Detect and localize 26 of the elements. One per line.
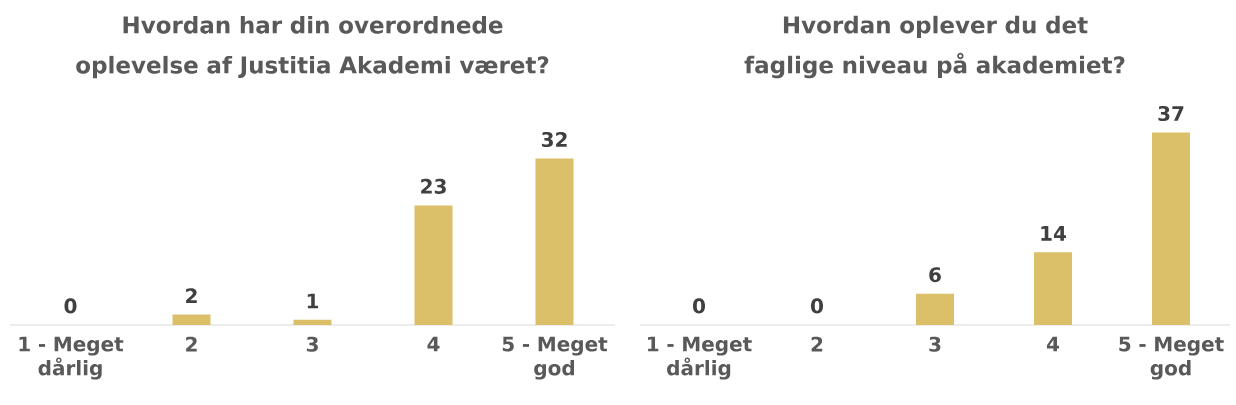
x-tick-label: 5 - Meget god [1119,336,1224,380]
data-label: 6 [929,267,941,283]
chart-title: Hvordan har din overordnede oplevelse af Justitia Akademi været? [76,15,549,79]
data-label: 0 [64,298,77,314]
x-tick-label: 2 [811,336,823,352]
x-tick-label: 3 [306,336,318,352]
bar [535,158,574,325]
data-label: 14 [1041,226,1067,241]
data-label: 2 [186,288,197,304]
chart-title: Hvordan oplever du det faglige niveau på akademiet? [744,15,1125,79]
data-label: 32 [541,131,567,148]
x-tick-label: 2 [186,336,197,352]
data-label: 1 [307,293,319,309]
x-tick-label: 4 [1046,336,1060,352]
bar [414,205,453,325]
x-tick-label: 5 - Meget god [502,336,608,380]
bar [172,314,211,325]
x-tick-label: 1 - Meget dårlig [19,336,124,380]
x-tick-label: 4 [427,336,440,352]
data-label: 0 [811,298,823,314]
x-tick-label: 3 [929,336,941,352]
data-label: 37 [1158,105,1184,122]
bar [293,319,332,325]
data-label: 23 [421,178,446,194]
data-label: 0 [693,298,705,314]
x-tick-label: 1 - Meget dårlig [648,336,752,380]
